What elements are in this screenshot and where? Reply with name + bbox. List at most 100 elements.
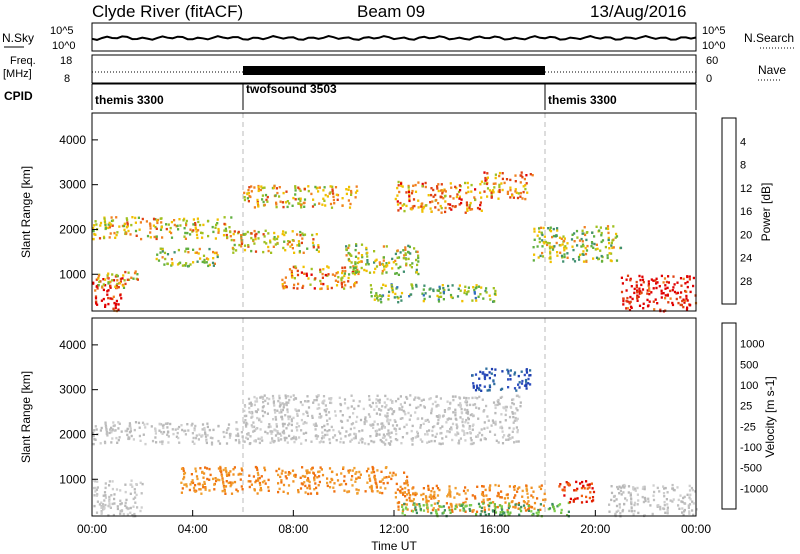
echo-cell [254, 465, 257, 469]
echo-cell [397, 184, 400, 187]
echo-cell [168, 230, 171, 233]
echo-cell [247, 433, 250, 436]
echo-cell [360, 254, 364, 257]
echo-cell [113, 497, 116, 501]
echo-cell [164, 422, 168, 425]
echo-cell [119, 280, 122, 283]
echo-cell [291, 276, 294, 279]
echo-cell [225, 469, 228, 472]
echo-cell [614, 513, 617, 516]
echo-cell [207, 234, 210, 238]
echo-cell [447, 203, 450, 206]
echo-cell [501, 188, 504, 192]
echo-cell [471, 510, 474, 513]
echo-cell [94, 490, 97, 493]
echo-cell [307, 492, 310, 496]
echo-cell [342, 466, 345, 469]
echo-cell [303, 475, 306, 478]
echo-cell [129, 492, 132, 495]
echo-cell [474, 188, 477, 191]
echo-cell [533, 238, 536, 241]
echo-cell [250, 403, 253, 406]
echo-cell [318, 416, 321, 419]
echo-cell [381, 425, 384, 428]
echo-cell [316, 476, 319, 479]
echo-cell [296, 244, 299, 247]
echo-cell [314, 185, 317, 189]
echo-cell [638, 304, 642, 307]
echo-cell [225, 431, 228, 434]
echo-cell [328, 397, 331, 400]
echo-cell [93, 429, 96, 432]
echo-cell [665, 280, 668, 284]
echo-cell [240, 431, 243, 434]
echo-cell [324, 410, 327, 413]
echo-cell [641, 275, 644, 278]
echo-cell [177, 228, 180, 231]
echo-cell [532, 490, 535, 493]
echo-cell [499, 513, 502, 517]
echo-cell [335, 193, 338, 196]
echo-cell [267, 249, 270, 253]
echo-cell [514, 174, 517, 177]
echo-cell [492, 421, 495, 424]
time-axis-label: Time UT [371, 539, 417, 553]
echo-cell [196, 260, 199, 263]
echo-cell [320, 440, 323, 443]
echo-cell [512, 505, 515, 509]
echo-cell [126, 218, 129, 222]
echo-cell [517, 507, 520, 510]
echo-cell [136, 278, 139, 281]
echo-cell [109, 286, 112, 289]
echo-cell [292, 394, 295, 397]
echo-cell [529, 383, 532, 386]
echo-cell [467, 290, 470, 293]
echo-cell [576, 497, 579, 500]
echo-cell [240, 245, 243, 248]
echo-cell [493, 292, 496, 296]
echo-cell [291, 239, 294, 242]
echo-cell [686, 280, 689, 284]
echo-cell [264, 399, 267, 402]
echo-cell [291, 204, 294, 207]
echo-cell [314, 474, 317, 477]
echo-cell [607, 227, 610, 231]
echo-cell [292, 265, 295, 269]
echo-cell [560, 237, 563, 240]
echo-cell [455, 503, 458, 506]
echo-cell [426, 506, 429, 509]
echo-cell [539, 226, 543, 229]
echo-cell [307, 277, 310, 280]
echo-cell [177, 248, 180, 252]
echo-cell [469, 201, 472, 205]
echo-cell [203, 472, 206, 475]
echo-cell [370, 295, 373, 298]
echo-cell [439, 397, 442, 400]
echo-cell [386, 397, 389, 401]
echo-cell [464, 439, 467, 442]
echo-cell [131, 216, 134, 219]
echo-cell [482, 297, 485, 300]
echo-cell [242, 440, 245, 443]
echo-cell [688, 489, 692, 492]
echo-cell [585, 500, 588, 503]
echo-cell [543, 242, 546, 245]
echo-cell [375, 405, 378, 408]
echo-cell [415, 258, 418, 262]
echo-cell [666, 512, 669, 515]
echo-cell [425, 496, 428, 499]
echo-cell [327, 273, 330, 276]
echo-cell [321, 426, 324, 429]
echo-cell [207, 258, 210, 261]
echo-cell [672, 275, 675, 278]
echo-cell [232, 232, 235, 236]
echo-cell [591, 487, 594, 490]
echo-cell [229, 484, 232, 488]
echo-cell [108, 484, 111, 487]
echo-cell [308, 471, 311, 474]
echo-cell [492, 182, 495, 185]
echo-cell [341, 269, 344, 273]
echo-cell [489, 501, 493, 505]
echo-cell [158, 422, 161, 426]
echo-cell [511, 430, 514, 433]
